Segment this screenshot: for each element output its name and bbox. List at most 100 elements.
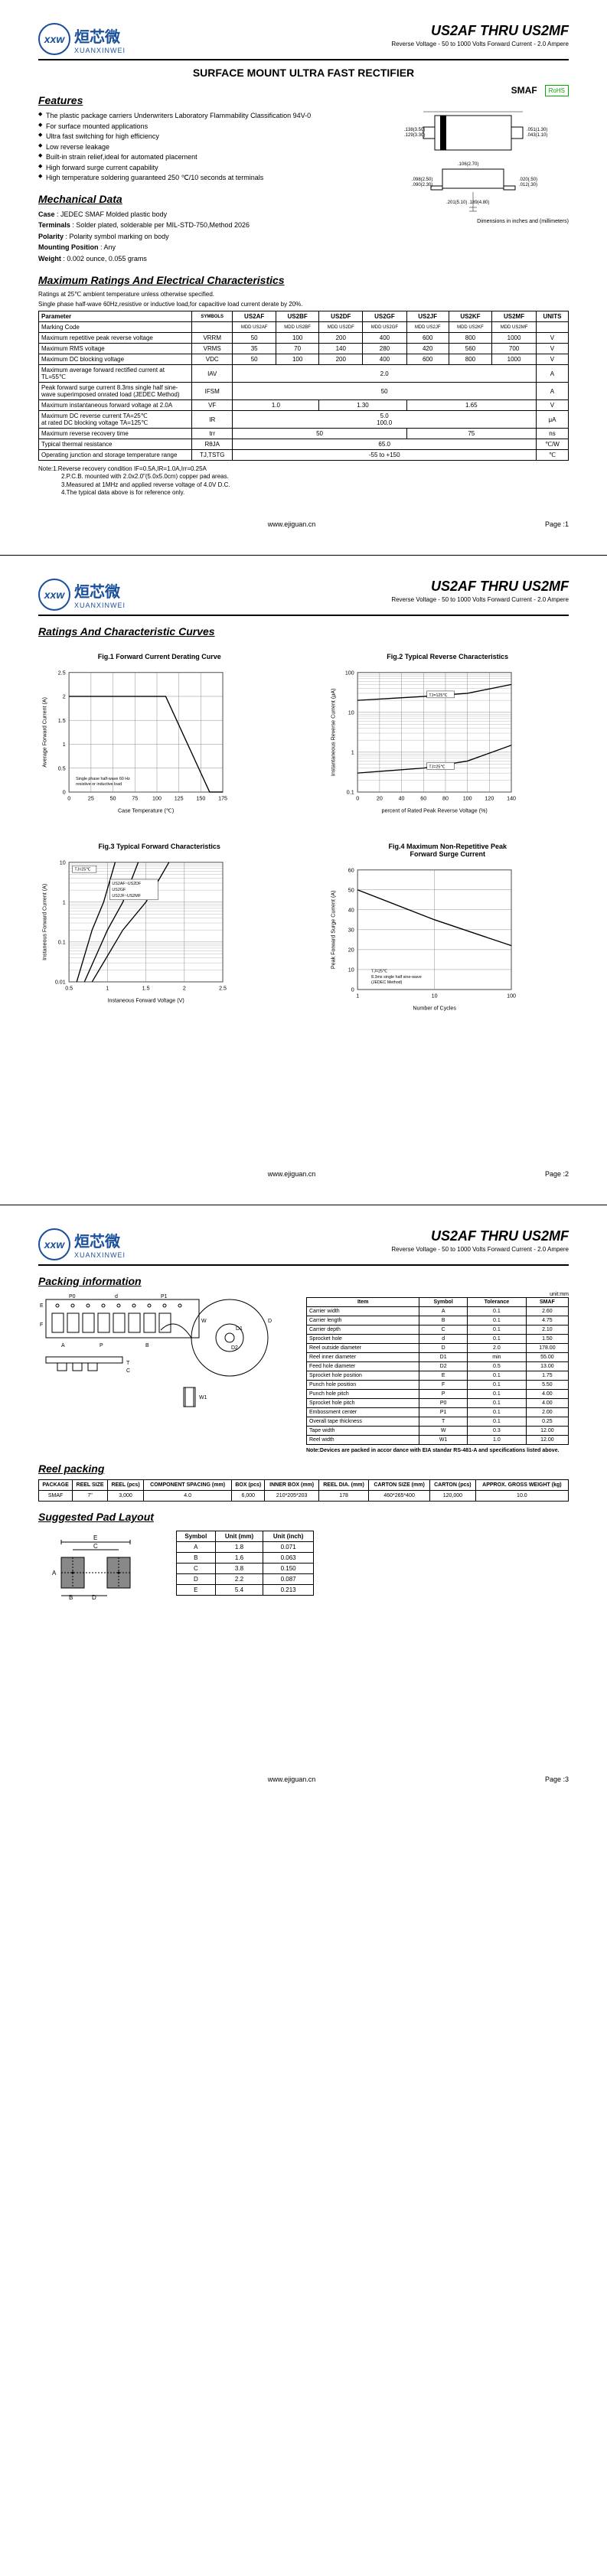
mech-polarity: Polarity symbol marking on body: [70, 233, 169, 240]
svg-text:0.5: 0.5: [58, 765, 66, 771]
svg-text:T: T: [126, 1361, 130, 1366]
mech-terminals: Solder plated, solderable per MIL-STD-75…: [76, 221, 250, 229]
svg-text:Number of Cycles: Number of Cycles: [413, 1005, 456, 1011]
footer-url: www.ejiguan.cn: [38, 1775, 545, 1783]
page-number: Page :2: [545, 1170, 569, 1178]
svg-text:10: 10: [431, 993, 437, 999]
svg-text:1: 1: [356, 993, 359, 999]
svg-text:1.5: 1.5: [58, 717, 66, 723]
svg-text:percent of Rated Peak Reverse: percent of Rated Peak Reverse Voltage (%…: [381, 807, 487, 814]
svg-text:E: E: [40, 1303, 44, 1309]
svg-text:10: 10: [348, 709, 354, 716]
svg-text:10: 10: [348, 967, 354, 973]
logo-cn: 烜芯微: [74, 579, 126, 602]
footer-url: www.ejiguan.cn: [38, 1170, 545, 1178]
logo-cn: 烜芯微: [74, 1229, 126, 1251]
svg-text:B: B: [69, 1594, 73, 1601]
feature-item: High forward surge current capability: [38, 163, 377, 174]
svg-text:D: D: [92, 1594, 96, 1601]
svg-text:0: 0: [67, 795, 70, 801]
svg-text:E: E: [93, 1534, 97, 1541]
logo: xxw 烜芯微 XUANXINWEI: [38, 1228, 126, 1260]
logo: xxw 烜芯微 XUANXINWEI: [38, 579, 126, 611]
svg-text:20: 20: [376, 795, 382, 801]
svg-text:Average Forward Current (A): Average Forward Current (A): [42, 697, 48, 768]
page-2: xxw 烜芯微 XUANXINWEI US2AF THRU US2MF Reve…: [0, 556, 607, 1201]
svg-text:1: 1: [63, 742, 66, 748]
svg-text:40: 40: [348, 907, 354, 913]
pad-title: Suggested Pad Layout: [38, 1511, 569, 1523]
svg-text:30: 30: [348, 927, 354, 933]
svg-text:A: A: [52, 1570, 57, 1577]
svg-text:140: 140: [507, 795, 516, 801]
svg-text:.138(3.50): .138(3.50): [404, 128, 425, 132]
packing-title: Packing information: [38, 1275, 569, 1287]
svg-text:40: 40: [398, 795, 404, 801]
page-3: xxw 烜芯微 XUANXINWEI US2AF THRU US2MF Reve…: [0, 1205, 607, 1806]
svg-text:W: W: [201, 1319, 207, 1324]
feature-item: Ultra fast switching for high efficiency: [38, 132, 377, 142]
svg-text:TJ=125℃: TJ=125℃: [429, 693, 447, 698]
svg-text:P0: P0: [69, 1294, 76, 1299]
svg-text:0.1: 0.1: [58, 939, 66, 945]
page-header: xxw 烜芯微 XUANXINWEI US2AF THRU US2MF Reve…: [38, 1228, 569, 1266]
dim-note: Dimensions in inches and (millimeters): [393, 219, 569, 224]
packing-note: Note:Devices are packed in accor dance w…: [306, 1448, 569, 1453]
feature-item: The plastic package carriers Underwriter…: [38, 111, 377, 122]
svg-text:1: 1: [351, 749, 354, 755]
part-title: US2AF THRU US2MF: [391, 579, 569, 595]
logo-cn: 烜芯微: [74, 24, 126, 47]
svg-text:100: 100: [507, 993, 516, 999]
svg-text:0.1: 0.1: [346, 789, 354, 795]
svg-text:.129(3.30): .129(3.30): [404, 133, 425, 138]
part-title: US2AF THRU US2MF: [391, 23, 569, 39]
feature-list: The plastic package carriers Underwriter…: [38, 111, 377, 184]
svg-text:d: d: [115, 1294, 118, 1299]
svg-text:D2: D2: [231, 1345, 238, 1351]
svg-text:10: 10: [60, 859, 66, 866]
feature-item: High temperature soldering guaranteed 25…: [38, 173, 377, 184]
part-subtitle: Reverse Voltage - 50 to 1000 Volts Forwa…: [391, 41, 569, 47]
svg-text:100: 100: [152, 795, 162, 801]
page-1: xxw 烜芯微 XUANXINWEI US2AF THRU US2MF Reve…: [0, 0, 607, 551]
rohs-badge: RoHS: [545, 85, 569, 96]
svg-text:0: 0: [351, 986, 354, 993]
svg-text:.201(5.10) .189(4.80): .201(5.10) .189(4.80): [446, 201, 489, 205]
svg-text:0: 0: [356, 795, 359, 801]
curves-title: Ratings And Characteristic Curves: [38, 625, 569, 637]
svg-text:Instantaneous Reverse Current: Instantaneous Reverse Current (μA): [330, 688, 336, 776]
page-header: xxw 烜芯微 XUANXINWEI US2AF THRU US2MF Reve…: [38, 23, 569, 60]
svg-text:120: 120: [485, 795, 494, 801]
svg-text:1: 1: [106, 985, 109, 991]
mech-list: Case : JEDEC SMAF Molded plastic body Te…: [38, 210, 377, 265]
packing-table: ItemSymbolToleranceSMAFCarrier widthA0.1…: [306, 1297, 569, 1445]
svg-text:.090(2.30): .090(2.30): [412, 183, 432, 187]
packing-drawing: P0dP1 EFW APB T C D D1 D2: [38, 1292, 291, 1414]
svg-text:TJ=25℃: TJ=25℃: [429, 765, 445, 769]
notes: Note:1.Reverse recovery condition IF=0.5…: [38, 465, 569, 497]
svg-text:.043(1.10): .043(1.10): [527, 133, 547, 138]
svg-text:.051(1.30): .051(1.30): [527, 128, 547, 132]
reel-table: PACKAGEREEL SIZEREEL (pcs)COMPONENT SPAC…: [38, 1479, 569, 1502]
svg-text:C: C: [93, 1543, 98, 1550]
svg-text:60: 60: [420, 795, 426, 801]
fig-2: Fig.2 Typical Reverse Characteristics 02…: [327, 653, 569, 820]
feature-item: Built-in strain relief,ideal for automat…: [38, 152, 377, 163]
ratings-title: Maximum Ratings And Electrical Character…: [38, 274, 569, 286]
svg-text:0.5: 0.5: [65, 985, 73, 991]
svg-text:80: 80: [442, 795, 449, 801]
fig1-title: Fig.1 Forward Current Derating Curve: [38, 653, 281, 660]
ratings-table: ParameterSYMBOLSUS2AFUS2BFUS2DFUS2GFUS2J…: [38, 311, 569, 461]
svg-text:175: 175: [218, 795, 227, 801]
fig-4: Fig.4 Maximum Non-Repetitive Peak Forwar…: [327, 843, 569, 1017]
svg-text:C: C: [126, 1368, 130, 1374]
mech-mounting: Any: [104, 243, 116, 251]
package-drawing: .138(3.50) .129(3.30) .051(1.30) .043(1.…: [393, 104, 569, 219]
svg-text:125: 125: [175, 795, 184, 801]
pad-table: SymbolUnit (mm)Unit (inch)A1.80.071B1.60…: [176, 1531, 314, 1596]
svg-text:1.5: 1.5: [142, 985, 150, 991]
svg-text:.106(2.70): .106(2.70): [458, 162, 478, 167]
svg-text:.012(.30): .012(.30): [519, 183, 537, 187]
svg-text:TJ=25℃: TJ=25℃: [74, 867, 90, 872]
svg-text:B: B: [145, 1343, 149, 1348]
